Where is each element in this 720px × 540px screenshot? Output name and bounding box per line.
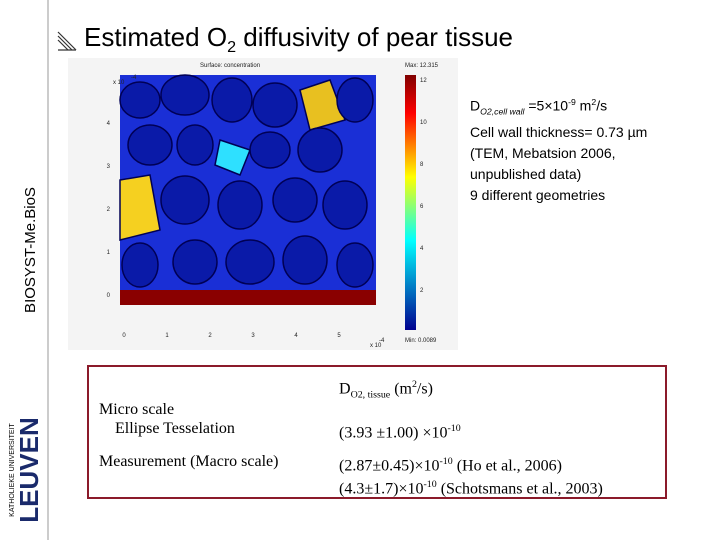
colorbar xyxy=(405,75,416,330)
side-label: BIOSYST-Me.BioS xyxy=(22,187,39,313)
row-label: Micro scale Ellipse Tesselation xyxy=(99,400,235,438)
plot-y-tick: 0 xyxy=(107,293,111,299)
note-wall: DO2,cell wall =5×10-9 m2/s xyxy=(470,92,647,122)
plot-y-scale: x 10 xyxy=(113,80,125,86)
plot-cells xyxy=(119,74,374,288)
plot-x-tick: 0 xyxy=(122,333,126,339)
row-value: (3.93 ±1.00) ×10-10 xyxy=(339,419,461,442)
plot-y-tick: 4 xyxy=(107,121,111,127)
text-part: m xyxy=(575,97,592,114)
title-text: Estimated O xyxy=(84,22,228,52)
logo-main: LEUVEN xyxy=(14,417,44,522)
plot-y-tick: 1 xyxy=(107,250,111,256)
note-lines: Cell wall thickness= 0.73 µm (TEM, Mebats… xyxy=(470,122,647,206)
text-part: 2 xyxy=(411,379,417,390)
plot-c-tick: 4 xyxy=(420,246,424,252)
text-part: /s) xyxy=(416,380,433,398)
value-line: (2.87±0.45)×10-10 (Ho et al., 2006) xyxy=(339,452,603,475)
plot-x-tick: 5 xyxy=(337,333,341,339)
note-line: unpublished data) xyxy=(470,166,582,183)
row-value: (2.87±0.45)×10-10 (Ho et al., 2006) (4.3±… xyxy=(339,452,603,499)
note-line: 9 different geometries xyxy=(470,187,606,204)
text-part: -9 xyxy=(568,97,576,107)
table-header: DO2, tissue (m2/s) xyxy=(339,375,433,405)
value-exp: -10 xyxy=(423,479,437,491)
text-part: D xyxy=(470,97,481,114)
plot-x-tick: 2 xyxy=(208,333,212,339)
plot-min: Min: 0.0089 xyxy=(405,338,437,344)
plot-c-tick: 2 xyxy=(420,288,424,294)
plot-y-tick: 2 xyxy=(107,207,111,213)
text-part: (m xyxy=(390,380,412,398)
label-line: Ellipse Tesselation xyxy=(115,420,235,437)
value-exp: -10 xyxy=(439,456,453,467)
text-part: 2 xyxy=(591,97,597,107)
table: DO2, tissue (m2/s) Micro scale Ellipse Te… xyxy=(87,365,667,499)
text-part: O2, tissue xyxy=(350,389,391,401)
row-label: Measurement (Macro scale) xyxy=(99,452,278,471)
value-exp: -10 xyxy=(447,423,461,434)
value-base: (2.87±0.45)×10 xyxy=(339,457,440,475)
text-part: O2,cell wall xyxy=(480,106,525,117)
plot-c-tick: 12 xyxy=(420,78,427,84)
value-line: (4.3±1.7)×10-10 (Schotsmans et al., 2003… xyxy=(339,475,603,498)
text-part: =5×10 xyxy=(524,97,569,114)
plot-x-tick: 3 xyxy=(251,333,255,339)
plot-x-scale: x 10 xyxy=(370,343,382,349)
plot-x-tick: 4 xyxy=(294,333,298,339)
text-part: D xyxy=(339,380,351,398)
notes: DO2,cell wall =5×10-9 m2/s Cell wall thi… xyxy=(470,92,647,206)
value-base: (4.3±1.7)×10 xyxy=(339,480,424,498)
plot-boundary xyxy=(120,290,376,305)
title-text: diffusivity of pear tissue xyxy=(236,22,514,52)
logo-top: KATHOLIEKE UNIVERSITEIT xyxy=(9,422,16,516)
value-ref: (Ho et al., 2006) xyxy=(452,457,562,475)
label-line: Measurement (Macro scale) xyxy=(99,453,279,470)
value-base: (3.93 ±1.00) ×10 xyxy=(339,424,448,442)
value-ref: (Schotsmans et al., 2003) xyxy=(436,480,603,498)
title-icon xyxy=(57,31,77,51)
plot-title: Surface: concentration xyxy=(200,63,260,69)
title-sub: 2 xyxy=(227,38,237,57)
label-line: Micro scale xyxy=(99,401,175,418)
note-line: Cell wall thickness= 0.73 µm xyxy=(470,124,648,141)
plot-c-tick: 10 xyxy=(420,120,427,126)
plot-scale-exp: -4 xyxy=(379,338,385,344)
plot-y-tick: 3 xyxy=(107,164,111,170)
note-line: (TEM, Mebatsion 2006, xyxy=(470,145,616,162)
plot-x-tick: 1 xyxy=(165,333,169,339)
title: Estimated O2 diffusivity of pear tissue xyxy=(84,22,513,57)
value-line: (3.93 ±1.00) ×10-10 xyxy=(339,419,461,442)
plot-c-tick: 8 xyxy=(420,162,424,168)
plot-c-tick: 6 xyxy=(420,204,424,210)
plot-scale-exp: -4 xyxy=(131,75,137,81)
plot-max: Max: 12.315 xyxy=(405,63,439,69)
text-part: /s xyxy=(596,97,608,114)
